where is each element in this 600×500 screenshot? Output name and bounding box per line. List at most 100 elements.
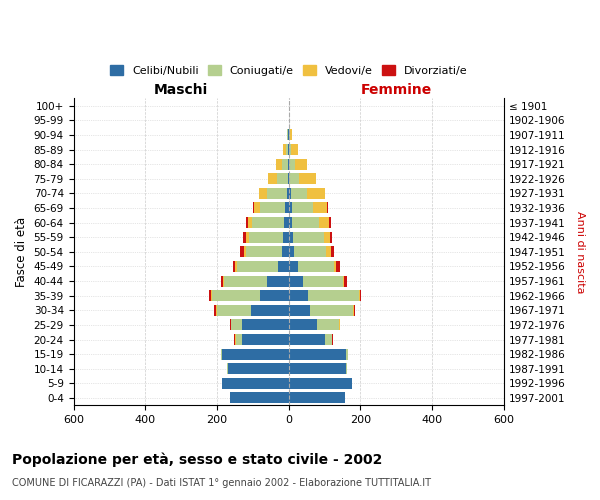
Bar bbox=[278, 261, 289, 272]
Bar bbox=[292, 202, 313, 213]
Bar bbox=[359, 290, 360, 301]
Bar bbox=[223, 378, 289, 389]
Bar bbox=[241, 246, 244, 258]
Bar bbox=[214, 305, 216, 316]
Bar bbox=[289, 188, 290, 199]
Bar bbox=[211, 290, 212, 301]
Bar bbox=[346, 348, 348, 360]
Bar bbox=[313, 202, 328, 213]
Text: Popolazione per età, sesso e stato civile - 2002: Popolazione per età, sesso e stato civil… bbox=[12, 452, 382, 467]
Bar bbox=[346, 364, 347, 374]
Bar bbox=[223, 276, 224, 286]
Bar bbox=[292, 217, 319, 228]
Bar bbox=[353, 305, 355, 316]
Bar bbox=[337, 261, 340, 272]
Bar bbox=[277, 174, 288, 184]
Bar bbox=[217, 305, 251, 316]
Bar bbox=[224, 276, 267, 286]
Bar bbox=[330, 232, 332, 242]
Bar bbox=[281, 158, 288, 170]
Bar bbox=[287, 144, 289, 155]
Bar bbox=[267, 188, 287, 199]
Bar bbox=[242, 334, 289, 345]
Bar bbox=[260, 290, 289, 301]
Bar bbox=[288, 174, 289, 184]
Bar bbox=[230, 320, 232, 330]
Bar bbox=[254, 202, 260, 213]
Bar bbox=[307, 188, 325, 199]
Bar bbox=[323, 232, 330, 242]
Bar bbox=[299, 174, 316, 184]
Bar bbox=[249, 232, 283, 242]
Y-axis label: Anni di nascita: Anni di nascita bbox=[575, 210, 585, 293]
Bar bbox=[216, 305, 217, 316]
Bar bbox=[286, 144, 287, 155]
Bar bbox=[267, 276, 289, 286]
Bar bbox=[289, 364, 346, 374]
Y-axis label: Fasce di età: Fasce di età bbox=[15, 216, 28, 287]
Bar bbox=[236, 334, 242, 345]
Bar bbox=[230, 392, 289, 404]
Bar bbox=[284, 217, 289, 228]
Bar bbox=[291, 144, 298, 155]
Bar bbox=[233, 261, 235, 272]
Bar bbox=[295, 158, 307, 170]
Bar bbox=[289, 174, 299, 184]
Bar bbox=[289, 261, 298, 272]
Bar bbox=[289, 348, 346, 360]
Bar bbox=[276, 158, 281, 170]
Bar bbox=[287, 130, 288, 140]
Bar bbox=[290, 130, 292, 140]
Bar bbox=[209, 290, 211, 301]
Bar bbox=[244, 246, 245, 258]
Bar bbox=[260, 202, 285, 213]
Bar bbox=[245, 246, 281, 258]
Bar bbox=[288, 130, 289, 140]
Bar bbox=[319, 217, 329, 228]
Bar bbox=[293, 232, 323, 242]
Bar bbox=[329, 217, 331, 228]
Bar bbox=[285, 202, 289, 213]
Bar bbox=[339, 320, 340, 330]
Bar bbox=[334, 261, 337, 272]
Bar bbox=[246, 217, 248, 228]
Bar bbox=[251, 305, 289, 316]
Bar bbox=[326, 246, 331, 258]
Bar bbox=[289, 217, 292, 228]
Bar bbox=[294, 246, 326, 258]
Bar bbox=[289, 246, 294, 258]
Bar bbox=[287, 188, 289, 199]
Bar bbox=[289, 232, 293, 242]
Bar bbox=[221, 348, 223, 360]
Bar bbox=[325, 334, 332, 345]
Bar bbox=[259, 188, 267, 199]
Bar bbox=[360, 290, 361, 301]
Bar bbox=[235, 261, 237, 272]
Bar bbox=[289, 158, 295, 170]
Bar bbox=[243, 232, 245, 242]
Bar bbox=[298, 261, 334, 272]
Bar bbox=[290, 188, 307, 199]
Bar bbox=[234, 334, 235, 345]
Bar bbox=[268, 174, 277, 184]
Bar bbox=[344, 276, 347, 286]
Bar bbox=[289, 276, 303, 286]
Bar bbox=[245, 232, 249, 242]
Bar bbox=[310, 305, 353, 316]
Bar bbox=[289, 144, 291, 155]
Bar bbox=[289, 202, 292, 213]
Bar bbox=[212, 290, 260, 301]
Bar bbox=[289, 305, 310, 316]
Bar bbox=[289, 320, 317, 330]
Bar bbox=[317, 320, 339, 330]
Text: Femmine: Femmine bbox=[361, 83, 432, 97]
Bar bbox=[289, 392, 346, 404]
Bar bbox=[235, 334, 236, 345]
Legend: Celibi/Nubili, Coniugati/e, Vedovi/e, Divorziati/e: Celibi/Nubili, Coniugati/e, Vedovi/e, Di… bbox=[106, 61, 472, 80]
Bar bbox=[289, 130, 290, 140]
Bar bbox=[227, 364, 228, 374]
Text: COMUNE DI FICARAZZI (PA) - Dati ISTAT 1° gennaio 2002 - Elaborazione TUTTITALIA.: COMUNE DI FICARAZZI (PA) - Dati ISTAT 1°… bbox=[12, 478, 431, 488]
Bar bbox=[308, 290, 359, 301]
Bar bbox=[242, 320, 289, 330]
Bar bbox=[283, 232, 289, 242]
